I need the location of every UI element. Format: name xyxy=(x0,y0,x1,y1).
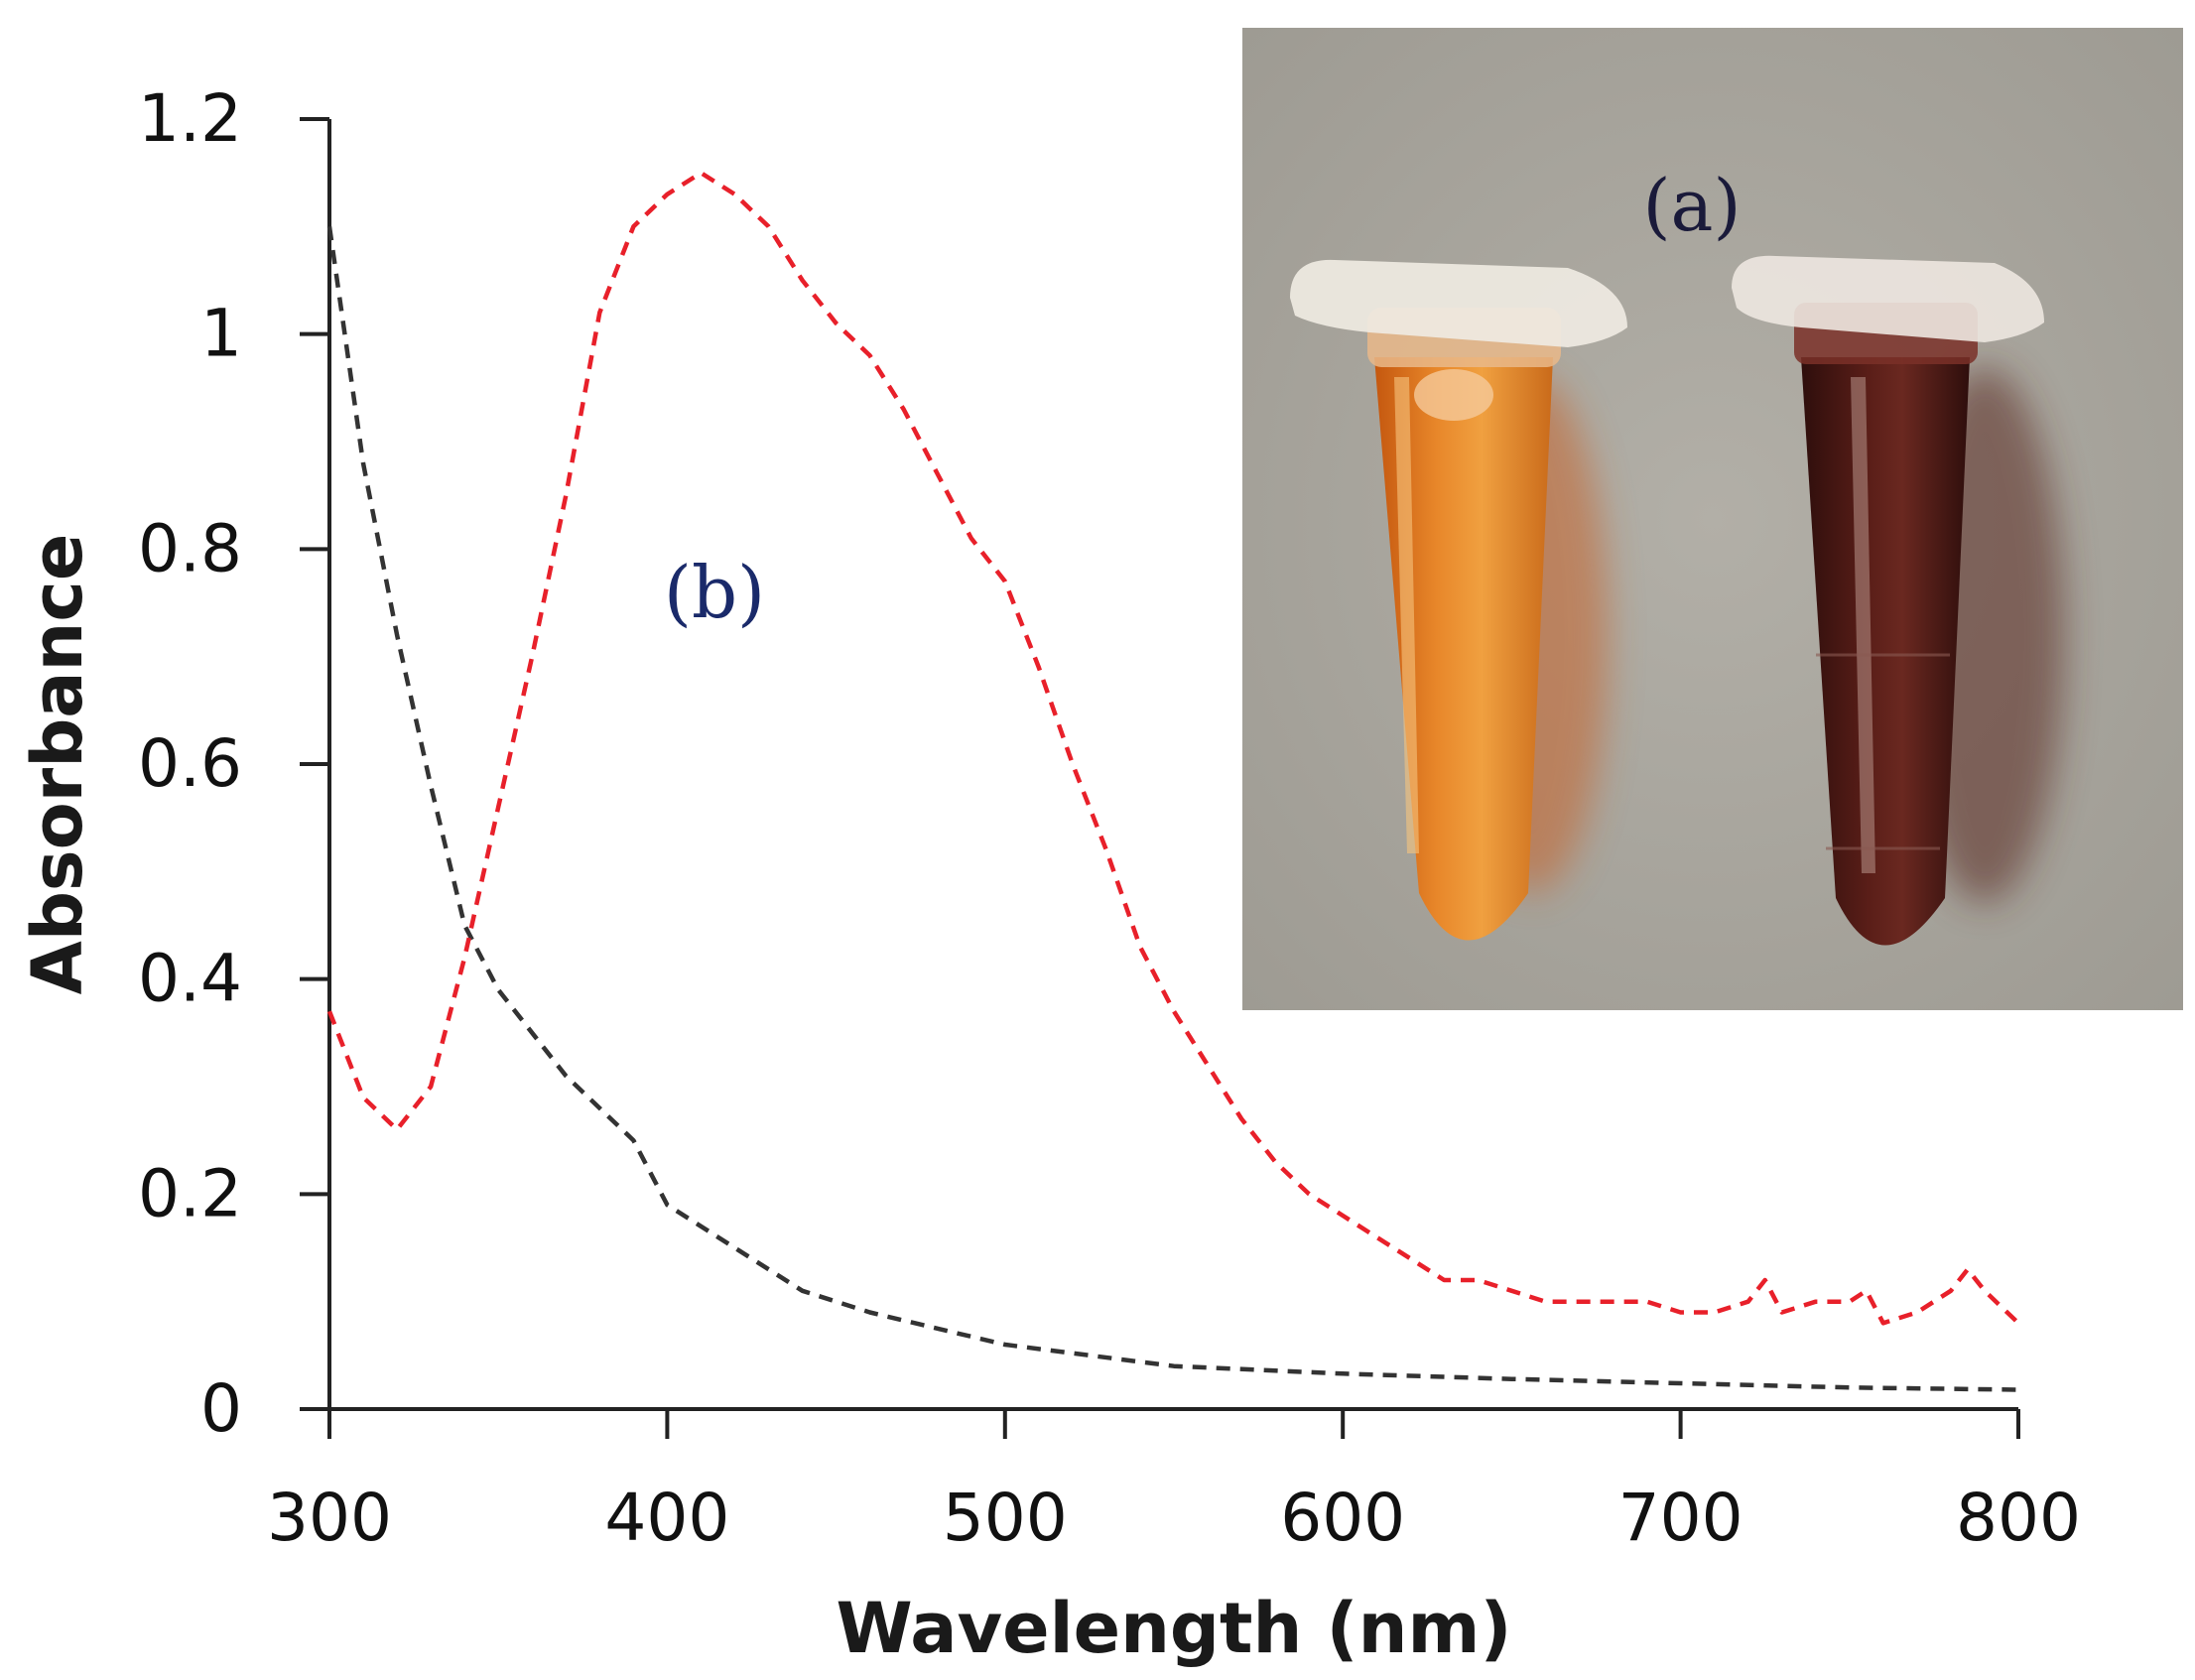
y-tick-label: 0.4 xyxy=(138,941,242,1017)
y-tick-label: 0.2 xyxy=(138,1155,242,1231)
y-tick-label: 1 xyxy=(200,296,242,372)
y-tick-label: 0 xyxy=(200,1370,242,1447)
y-tick-label: 1.2 xyxy=(138,80,242,157)
inset-label-a: (a) xyxy=(1642,164,1741,247)
y-ticks: 0 0.2 0.4 0.6 0.8 1 1.2 xyxy=(138,80,329,1447)
inset-photo: (a) xyxy=(1242,28,2183,1010)
tube-1-highlight xyxy=(1394,377,1419,853)
tube-1-bubble xyxy=(1414,369,1493,421)
annotation-b-label: (b) xyxy=(664,551,765,634)
tube-1-cap xyxy=(1290,259,1627,347)
x-tick-label: 500 xyxy=(943,1480,1068,1556)
x-axis-title: Wavelength (nm) xyxy=(837,1588,1512,1669)
y-tick-label: 0.6 xyxy=(138,725,242,802)
series-black-dashed-line xyxy=(326,225,2019,1392)
tube-1-body xyxy=(1374,357,1553,941)
tube-2-highlight xyxy=(1851,377,1875,873)
series-red-dashed-line xyxy=(326,170,2020,1326)
y-tick-label: 0.8 xyxy=(138,510,242,586)
y-axis-title: Absorbance xyxy=(17,534,98,995)
tube-1 xyxy=(1290,259,1627,941)
x-tick-label: 700 xyxy=(1618,1480,1743,1556)
x-tick-label: 600 xyxy=(1280,1480,1405,1556)
tube-2-cap xyxy=(1732,255,2044,342)
x-tick-label: 300 xyxy=(267,1480,392,1556)
tube-2-body xyxy=(1801,357,1970,946)
series-layer xyxy=(326,170,2020,1392)
tube-2 xyxy=(1732,255,2044,946)
x-ticks: 300 400 500 600 700 800 xyxy=(267,1409,2081,1556)
x-tick-label: 400 xyxy=(604,1480,729,1556)
x-tick-label: 800 xyxy=(1956,1480,2081,1556)
